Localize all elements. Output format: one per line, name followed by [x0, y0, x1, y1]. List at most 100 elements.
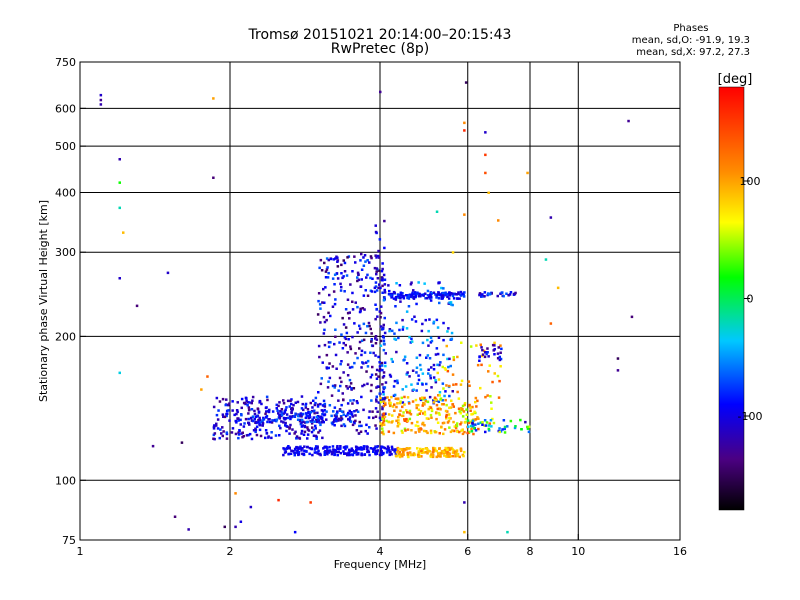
data-point [441, 399, 444, 402]
x-axis-label: Frequency [MHz] [334, 558, 426, 571]
data-point [502, 294, 505, 298]
data-point [390, 295, 394, 299]
data-point [382, 342, 386, 345]
data-point [381, 445, 384, 449]
data-point [429, 341, 433, 344]
data-point [428, 318, 431, 321]
data-point [509, 291, 513, 294]
data-point [317, 449, 320, 453]
data-point [413, 315, 416, 318]
data-point [334, 328, 337, 331]
data-point [350, 413, 354, 416]
data-point [336, 447, 340, 450]
data-point [325, 257, 329, 260]
data-point [357, 453, 360, 456]
data-point [401, 318, 404, 322]
data-point [409, 451, 412, 454]
data-point [425, 382, 428, 386]
data-point [480, 295, 483, 298]
data-point [300, 421, 303, 424]
data-point [381, 291, 384, 294]
data-point [349, 382, 353, 385]
data-point [393, 379, 397, 383]
data-point [421, 448, 425, 451]
data-point [475, 344, 478, 347]
data-point [311, 406, 314, 409]
data-point [434, 379, 437, 382]
data-point [315, 415, 319, 419]
data-point [296, 418, 300, 421]
data-point [505, 292, 508, 295]
data-point [333, 414, 337, 417]
data-point [438, 301, 441, 305]
data-point [383, 219, 386, 223]
data-point [360, 349, 364, 353]
data-point [245, 434, 249, 437]
data-point [375, 368, 379, 372]
data-point [398, 455, 402, 459]
data-point [231, 427, 235, 430]
data-point [322, 399, 326, 403]
data-point [392, 385, 396, 388]
data-point [422, 293, 426, 296]
data-point [268, 408, 271, 412]
data-point [257, 420, 261, 424]
x-tick-label: 6 [464, 545, 471, 558]
data-point [344, 326, 348, 329]
data-point [295, 435, 299, 438]
data-point [221, 397, 225, 401]
data-point [393, 393, 397, 397]
data-point [360, 268, 364, 271]
data-point [330, 394, 334, 397]
data-point [283, 451, 287, 454]
data-point [477, 422, 480, 425]
data-point [453, 450, 457, 453]
data-point [381, 415, 384, 419]
data-point [471, 419, 475, 423]
data-point [406, 451, 409, 455]
data-point [375, 398, 378, 401]
data-point [284, 417, 287, 421]
data-point [429, 336, 433, 339]
data-point [351, 453, 355, 457]
data-point [468, 430, 471, 434]
data-point [315, 420, 319, 424]
data-point [215, 413, 219, 417]
data-point [444, 368, 447, 371]
data-point [457, 292, 460, 296]
data-point [387, 448, 391, 452]
data-point [441, 297, 444, 300]
data-point [270, 431, 273, 434]
data-point [485, 421, 489, 424]
data-point [395, 282, 398, 285]
data-point [305, 449, 308, 453]
data-point [487, 427, 491, 431]
data-point [501, 291, 504, 294]
data-point [429, 454, 433, 458]
data-point [415, 302, 418, 306]
data-point [336, 265, 340, 268]
data-point [303, 421, 307, 424]
data-point [319, 258, 323, 262]
data-point [359, 430, 363, 433]
data-point [316, 411, 319, 415]
data-point [421, 421, 425, 425]
data-point [399, 400, 402, 403]
data-point [288, 427, 291, 430]
data-point [384, 412, 387, 415]
data-point [362, 264, 366, 267]
data-point [309, 401, 312, 405]
data-point [216, 427, 220, 430]
data-point [484, 153, 487, 157]
data-point [462, 295, 466, 298]
data-point [473, 410, 476, 414]
data-point [420, 449, 423, 453]
data-point [316, 452, 319, 455]
data-point [410, 429, 413, 432]
data-point [386, 445, 390, 448]
data-point [503, 427, 506, 431]
data-point [477, 427, 480, 431]
data-point [349, 420, 353, 423]
phase-statistics: Phases mean, sd,O: -91.9, 19.3 mean, sd,… [632, 23, 750, 59]
data-point [378, 238, 382, 241]
